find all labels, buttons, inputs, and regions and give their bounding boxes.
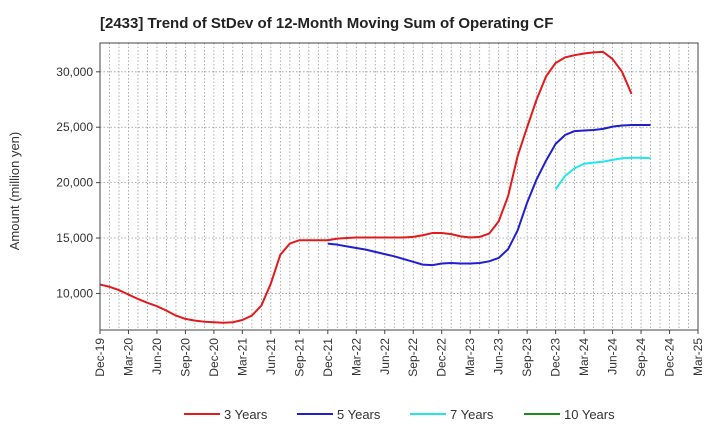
legend-label: 3 Years [224, 407, 268, 422]
x-tick-label: Mar-25 [691, 338, 705, 376]
legend-label: 5 Years [337, 407, 381, 422]
x-tick-label: Dec-24 [663, 338, 677, 377]
x-tick-label: Mar-23 [463, 338, 477, 376]
grid [100, 43, 698, 330]
x-tick-label: Jun-22 [378, 338, 392, 375]
x-tick-label: Sep-22 [406, 338, 420, 377]
x-tick-label: Sep-20 [178, 338, 192, 377]
y-axis-label: Amount (million yen) [7, 132, 22, 251]
y-tick-label: 25,000 [56, 120, 93, 134]
series-line-5-years [327, 124, 651, 267]
x-tick-label: Jun-20 [150, 338, 164, 375]
x-tick-label: Mar-24 [577, 338, 591, 376]
y-tick-label: 10,000 [56, 286, 93, 300]
x-tick-label: Sep-23 [520, 338, 534, 377]
y-tick-label: 30,000 [56, 65, 93, 79]
y-tick-label: 20,000 [56, 176, 93, 190]
legend-label: 7 Years [450, 407, 494, 422]
chart-title: [2433] Trend of StDev of 12-Month Moving… [100, 15, 553, 32]
series-line-3-years [99, 50, 633, 324]
series-lines [99, 50, 651, 324]
x-tick-label: Mar-21 [235, 338, 249, 376]
x-tick-label: Dec-23 [549, 338, 563, 377]
x-tick-label: Dec-19 [93, 338, 107, 377]
series-line-7-years [554, 156, 651, 190]
x-tick-label: Jun-21 [264, 338, 278, 375]
x-tick-label: Dec-22 [435, 338, 449, 377]
x-tick-label: Jun-24 [606, 338, 620, 375]
legend: 3 Years 5 Years 7 Years 10 Years [184, 407, 615, 422]
legend-label: 10 Years [564, 407, 615, 422]
plot-area [99, 42, 699, 331]
x-tick-label: Dec-21 [321, 338, 335, 377]
y-tick-label: 15,000 [56, 231, 93, 245]
x-tick-label: Sep-24 [634, 338, 648, 377]
x-tick-label: Mar-20 [121, 338, 135, 376]
x-tick-label: Mar-22 [349, 338, 363, 376]
x-tick-label: Jun-23 [492, 338, 506, 375]
x-tick-label: Dec-20 [207, 338, 221, 377]
x-tick-label: Sep-21 [292, 338, 306, 377]
x-axis-ticks: Dec-19 Mar-20 Jun-20 Sep-20 Dec-20 Mar-21 Jun-… [93, 330, 705, 377]
y-axis-ticks: 10,000 15,000 20,000 25,000 30,000 [56, 65, 100, 300]
